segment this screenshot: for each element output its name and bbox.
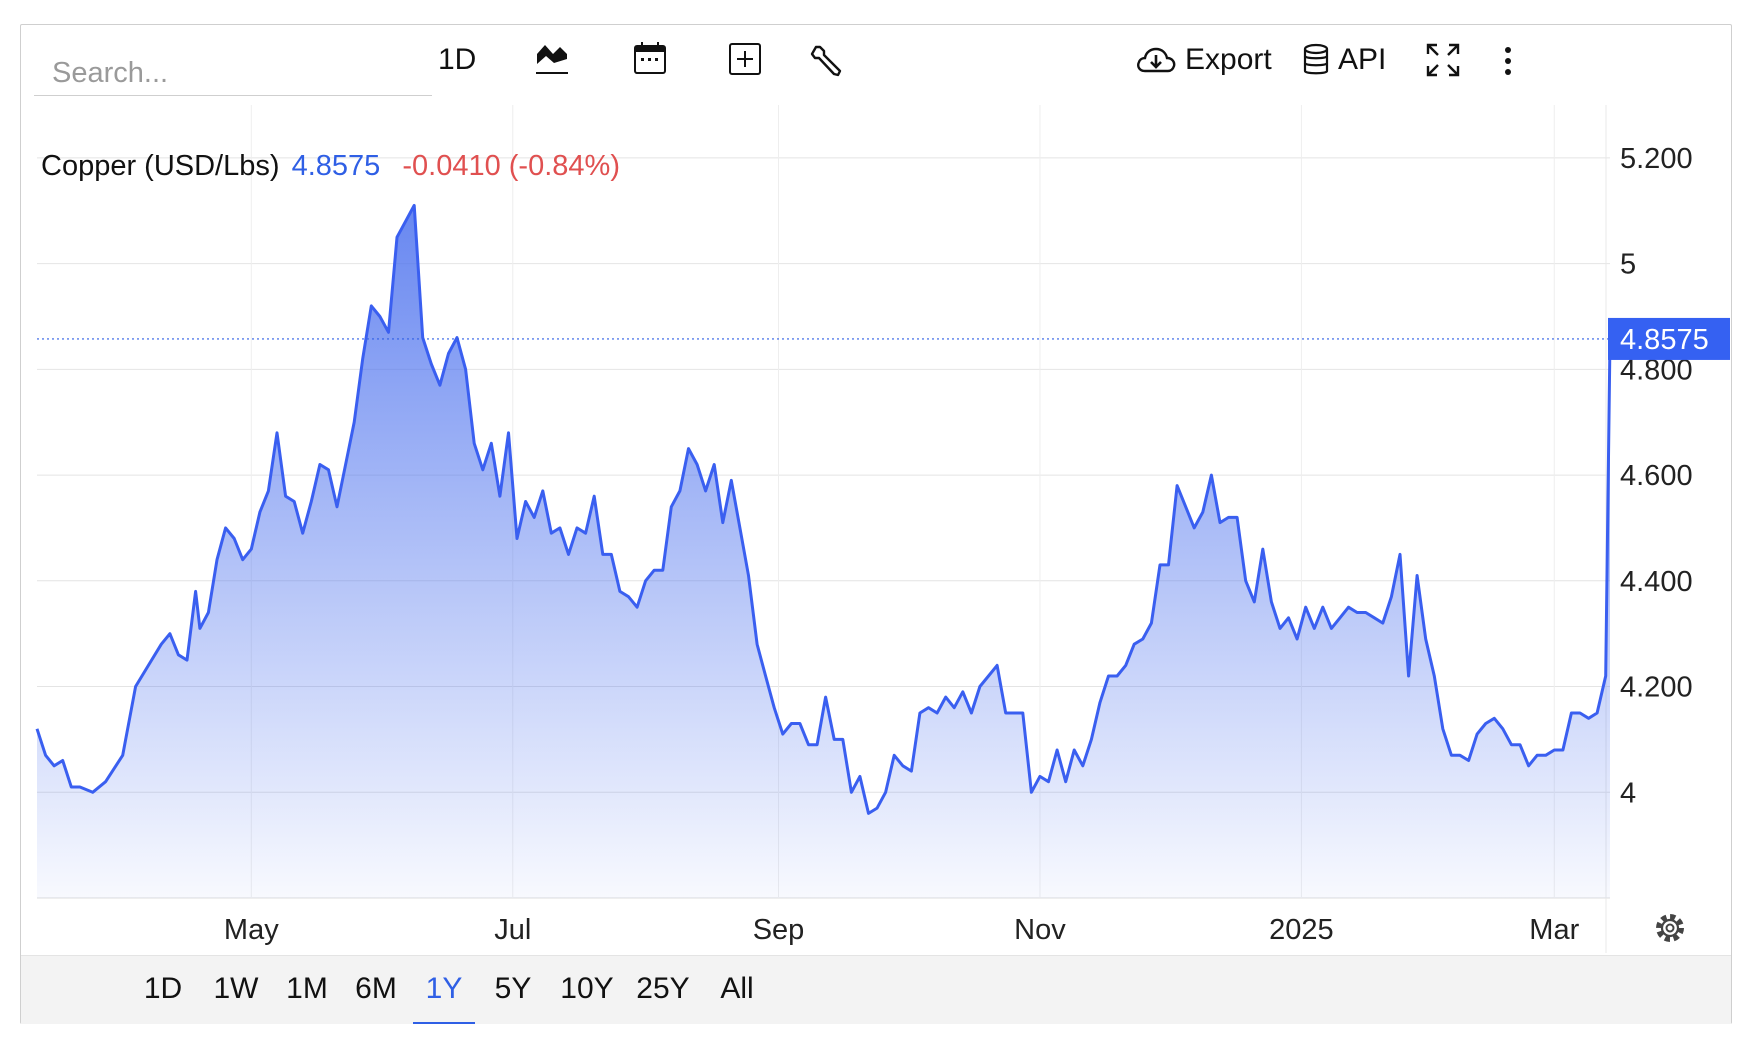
range-button-1m[interactable]: 1M: [286, 972, 328, 1005]
range-button-1d[interactable]: 1D: [143, 972, 183, 1005]
settings-button[interactable]: [1656, 914, 1684, 942]
api-button[interactable]: API: [1302, 43, 1386, 77]
x-tick-label: Jul: [494, 914, 531, 946]
x-axis: May Jul Sep Nov 2025 Mar: [224, 914, 1580, 946]
y-tick-label: 4.400: [1620, 566, 1693, 598]
range-button-5y[interactable]: 5Y: [494, 972, 532, 1005]
x-tick-label: Nov: [1014, 914, 1066, 946]
legend-name: Copper (USD/Lbs): [41, 150, 280, 182]
range-button-1w[interactable]: 1W: [213, 972, 259, 1005]
search-input[interactable]: [34, 52, 432, 96]
chart-type-icon: [536, 45, 568, 74]
y-tick-label: 4.200: [1620, 672, 1693, 704]
calendar-icon: [634, 42, 666, 74]
range-bar: 1D 1W 1M 6M 1Y 5Y 10Y 25Y All: [21, 955, 1731, 1024]
range-button-25y[interactable]: 25Y: [636, 972, 690, 1005]
x-tick-label: Sep: [753, 914, 805, 946]
x-tick-label: 2025: [1269, 914, 1334, 946]
x-tick-label: Mar: [1529, 914, 1579, 946]
price-line: [35, 203, 1612, 815]
interval-button[interactable]: 1D: [438, 43, 476, 77]
cloud-download-icon: [1137, 47, 1176, 73]
price-tag-background: [1608, 317, 1730, 360]
calendar-button[interactable]: [632, 40, 668, 76]
price-area: [37, 205, 1610, 898]
wrench-icon: [810, 45, 842, 77]
range-button-10y[interactable]: 10Y: [560, 972, 614, 1005]
range-button-6m[interactable]: 6M: [355, 972, 397, 1005]
x-tick-label: May: [224, 914, 279, 946]
price-tag: 4.8575: [1608, 317, 1730, 360]
interval-label: 1D: [438, 43, 477, 76]
more-vertical-icon: [1505, 47, 1511, 75]
y-tick-label: 4.600: [1620, 460, 1693, 492]
compare-add-icon: [729, 43, 761, 75]
y-tick-label: 5.200: [1620, 143, 1693, 175]
range-button-1y[interactable]: 1Y: [413, 956, 475, 1024]
legend-change: -0.0410 (-0.84%): [402, 150, 620, 182]
database-icon: [1303, 43, 1329, 75]
y-tick-label: 5: [1620, 249, 1636, 281]
legend-price: 4.8575: [291, 150, 381, 182]
export-button[interactable]: Export: [1135, 43, 1272, 77]
fullscreen-icon: [1426, 43, 1460, 77]
chart-legend: Copper (USD/Lbs) 4.8575 -0.0410 (-0.84%): [41, 150, 620, 183]
tools-button[interactable]: [810, 43, 846, 79]
api-label: API: [1338, 43, 1387, 76]
settings-gear-icon: [1656, 914, 1684, 942]
price-tag-label: 4.8575: [1620, 324, 1709, 356]
chart-type-button[interactable]: [534, 40, 570, 76]
compare-button[interactable]: [727, 41, 763, 77]
more-button[interactable]: [1500, 43, 1516, 79]
export-label: Export: [1185, 43, 1272, 76]
fullscreen-button[interactable]: [1425, 42, 1461, 78]
y-tick-label: 4: [1620, 777, 1636, 809]
range-button-all[interactable]: All: [720, 972, 754, 1005]
